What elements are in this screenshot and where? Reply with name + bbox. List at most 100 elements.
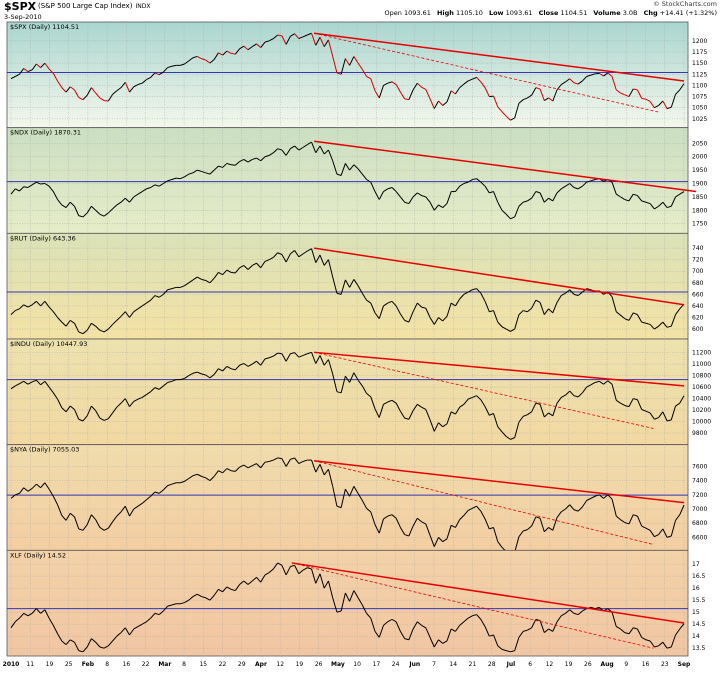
price-line-segment xyxy=(425,627,431,638)
price-line-segment xyxy=(633,398,638,401)
price-line-segment xyxy=(158,385,164,390)
price-line-segment xyxy=(218,588,223,593)
price-line-segment xyxy=(31,300,37,306)
price-line-segment xyxy=(52,625,59,635)
price-line-segment xyxy=(378,305,384,319)
symbol-name: (S&P 500 Large Cap Index) xyxy=(38,2,133,10)
price-line-segment xyxy=(628,193,634,202)
price-line-segment xyxy=(366,179,372,183)
price-line-segment xyxy=(654,645,659,648)
price-line-segment xyxy=(446,302,452,317)
price-line-segment xyxy=(78,650,84,653)
price-line-segment xyxy=(230,588,236,592)
price-line-segment xyxy=(476,288,482,294)
price-line-segment xyxy=(239,45,245,50)
price-line-segment xyxy=(412,192,418,198)
price-line-segment xyxy=(603,72,609,77)
price-line-segment xyxy=(404,319,410,323)
price-line-segment xyxy=(493,413,499,427)
price-line-segment xyxy=(209,59,215,64)
price-line-segment xyxy=(569,609,575,614)
price-line-segment xyxy=(137,396,143,400)
price-line-segment xyxy=(163,180,168,184)
price-line-segment xyxy=(112,204,118,210)
price-line-segment xyxy=(666,419,672,422)
price-line-segment xyxy=(670,196,676,207)
quote-volume-value: 3.0B xyxy=(622,9,638,17)
price-line-segment xyxy=(48,185,54,192)
price-line-segment xyxy=(294,250,300,258)
price-line-segment xyxy=(268,152,274,156)
price-line-segment xyxy=(112,90,118,95)
price-line-segment xyxy=(450,90,456,95)
price-line-segment xyxy=(27,69,33,73)
y-tick-label: 1800 xyxy=(692,207,707,214)
x-tick-label: Sep xyxy=(678,661,691,668)
price-line-segment xyxy=(65,513,71,521)
price-line-segment xyxy=(561,292,566,296)
price-line-segment xyxy=(36,181,41,185)
price-line-segment xyxy=(336,505,342,509)
y-tick-label: 2000 xyxy=(692,154,707,161)
price-line-segment xyxy=(69,512,75,518)
price-line-segment xyxy=(302,144,308,148)
price-line-segment xyxy=(74,89,80,98)
price-line-segment xyxy=(556,615,562,623)
price-line-segment xyxy=(366,76,372,80)
x-tick-label: 19 xyxy=(46,661,54,668)
price-line-segment xyxy=(387,514,393,517)
price-line-segment xyxy=(243,45,249,51)
price-line-segment xyxy=(188,57,194,62)
price-line-segment xyxy=(459,515,465,521)
price-line-segment xyxy=(205,59,211,64)
price-line-segment xyxy=(636,89,643,99)
price-line-segment xyxy=(353,590,359,599)
price-line-segment xyxy=(489,634,494,637)
price-line-segment xyxy=(463,291,469,295)
price-line-segment xyxy=(247,265,253,270)
price-line-segment xyxy=(315,145,321,153)
price-line-segment xyxy=(399,527,406,535)
price-line-segment xyxy=(226,50,232,54)
price-line-segment xyxy=(560,508,566,513)
price-line-segment xyxy=(383,621,389,626)
price-line-segment xyxy=(323,580,329,589)
price-line-segment xyxy=(518,530,524,537)
price-line-segment xyxy=(264,357,270,360)
price-line-segment xyxy=(649,203,655,210)
price-line-segment xyxy=(577,392,583,398)
price-line-segment xyxy=(124,627,130,636)
price-line-segment xyxy=(256,262,262,269)
price-line-segment xyxy=(52,496,59,505)
price-line-segment xyxy=(311,33,317,46)
price-line-segment xyxy=(222,163,228,168)
price-line-segment xyxy=(146,391,151,395)
price-line-segment xyxy=(44,381,50,388)
price-line-segment xyxy=(607,494,613,500)
price-line-segment xyxy=(311,352,317,364)
price-line-segment xyxy=(256,577,262,583)
price-line-segment xyxy=(19,68,25,75)
y-tick-label: 740 xyxy=(692,245,704,252)
price-line-segment xyxy=(129,86,135,93)
x-tick-label: Aug xyxy=(600,661,613,668)
price-line-segment xyxy=(61,640,67,645)
price-line-segment xyxy=(670,94,677,108)
price-line-segment xyxy=(260,41,266,48)
price-line-segment xyxy=(349,56,355,66)
price-line-segment xyxy=(518,99,524,104)
price-line-segment xyxy=(57,199,63,206)
price-line-segment xyxy=(344,163,351,171)
price-line-segment xyxy=(556,295,562,303)
price-line-segment xyxy=(383,401,388,405)
price-line-segment xyxy=(31,63,37,71)
x-tick-label: Mar xyxy=(158,661,171,668)
price-line-segment xyxy=(264,259,270,262)
price-line-segment xyxy=(624,632,630,635)
price-line-segment xyxy=(10,494,16,499)
price-line-segment xyxy=(399,410,406,419)
price-line-segment xyxy=(154,491,160,494)
price-line-segment xyxy=(543,527,549,533)
price-line-segment xyxy=(438,317,444,322)
